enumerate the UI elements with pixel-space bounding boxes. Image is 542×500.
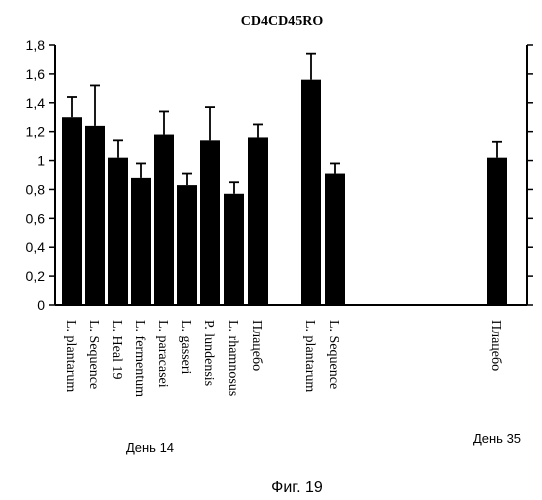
x-tick-label: L. Sequence xyxy=(86,320,101,389)
x-tick-label: L. Sequence xyxy=(326,320,341,389)
y-tick-label: 1 xyxy=(37,153,45,169)
x-tick-label: L. gasseri xyxy=(178,320,193,375)
y-tick-label: 0,2 xyxy=(26,268,46,284)
x-tick-label: L. rhamnosus xyxy=(225,320,240,396)
y-tick-label: 0,8 xyxy=(26,181,46,197)
bar xyxy=(108,158,128,305)
group-labels: День 14 День 35 xyxy=(126,431,521,455)
bar xyxy=(200,140,220,305)
x-tick-labels: L. plantarum L. Sequence L. Heal 19 L. ferm… xyxy=(63,320,503,397)
bar xyxy=(325,174,345,305)
bar xyxy=(301,80,321,305)
x-tick-label: Плацебо xyxy=(249,320,264,371)
y-tick-label: 0 xyxy=(37,297,45,313)
x-tick-label: L. paracasei xyxy=(155,320,170,388)
group-label: День 14 xyxy=(126,440,174,455)
y-tick-label: 0,4 xyxy=(26,239,46,255)
bar xyxy=(177,185,197,305)
bar xyxy=(154,135,174,305)
figure-caption: Фиг. 19 xyxy=(271,479,323,496)
bar xyxy=(131,178,151,305)
bar xyxy=(224,194,244,305)
y-tick-label: 1,8 xyxy=(26,37,46,53)
x-tick-label: L. plantarum xyxy=(63,320,78,392)
y-tick-label: 1,2 xyxy=(26,124,46,140)
group-label: День 35 xyxy=(473,431,521,446)
y-tick-label: 0,6 xyxy=(26,210,46,226)
x-tick-label: Плацебо xyxy=(488,320,503,371)
bar xyxy=(85,126,105,305)
bar xyxy=(248,137,268,305)
x-tick-label: L. Heal 19 xyxy=(109,320,124,379)
x-tick-label: L. plantarum xyxy=(302,320,317,392)
bars xyxy=(62,54,507,305)
x-tick-label: P. lundensis xyxy=(201,320,216,386)
chart-title: CD4CD45RO xyxy=(241,14,324,29)
bar xyxy=(487,158,507,305)
y-tick-label: 1,6 xyxy=(26,66,46,82)
x-tick-label: L. fermentum xyxy=(132,320,147,397)
y-tick-label: 1,4 xyxy=(26,95,46,111)
bar xyxy=(62,117,82,305)
